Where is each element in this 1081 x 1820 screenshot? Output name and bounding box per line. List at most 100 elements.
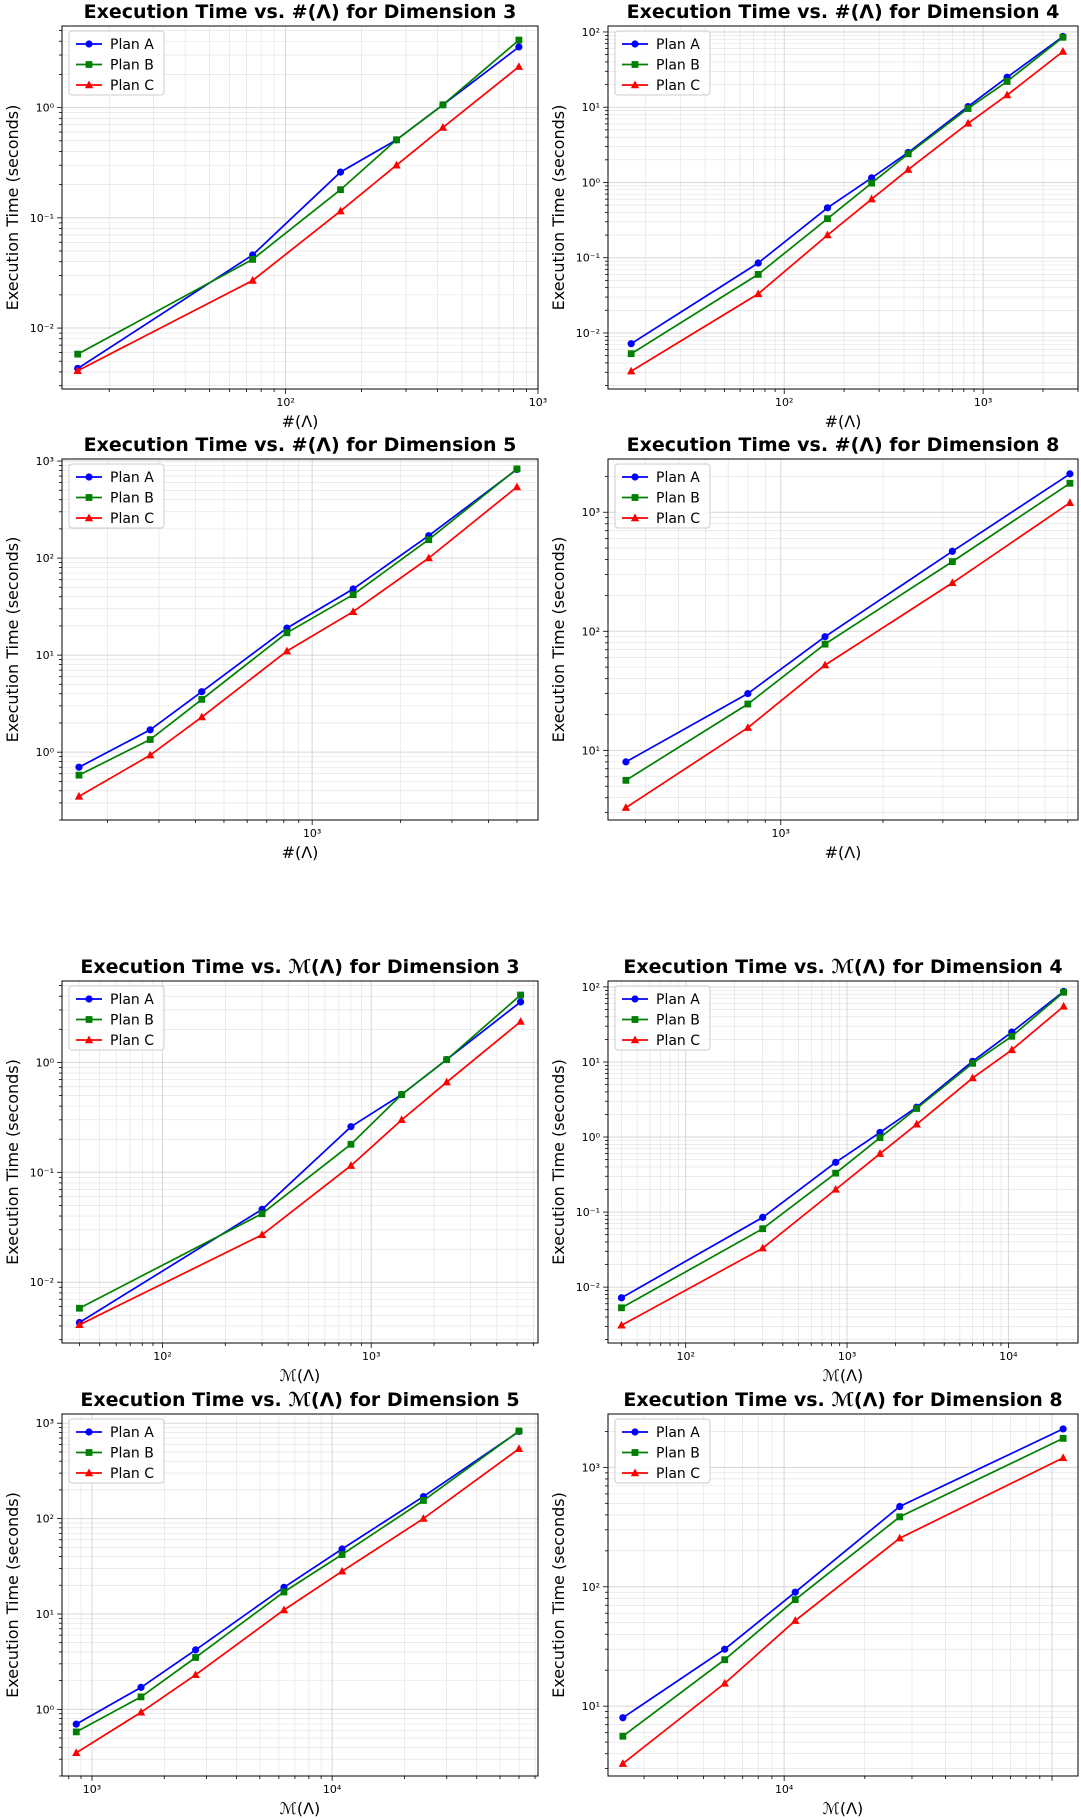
data-point (875, 1149, 885, 1157)
x-tick-label: 10² (775, 396, 793, 409)
legend-label: Plan C (656, 78, 700, 94)
data-point (627, 350, 635, 358)
data-point (621, 803, 631, 811)
legend-label: Plan B (656, 491, 700, 507)
series-line (630, 36, 1064, 355)
legend-item: Plan A (622, 470, 700, 486)
data-point (514, 62, 524, 70)
y-tick-label: 10¹ (582, 1700, 600, 1713)
data-point (948, 547, 956, 555)
legend-item: Plan B (76, 1446, 154, 1462)
legend: Plan A Plan B Plan C (614, 1418, 711, 1484)
legend-box (614, 985, 711, 1051)
x-tick-label: 10³ (362, 1350, 380, 1363)
chart-panel-3: 10³ 10⁰ 10¹ 10² 10³ Execution Time vs. #(Λ) f… (3, 434, 539, 862)
series-plan-b (76, 991, 525, 1312)
data-point (721, 1645, 729, 1653)
data-point (283, 629, 291, 637)
y-tick-label: 10⁻² (576, 327, 600, 340)
legend-label: Plan A (656, 992, 700, 1008)
series-line (79, 1020, 522, 1326)
data-point (349, 591, 357, 599)
data-point (347, 1123, 355, 1131)
legend-label: Plan C (110, 1033, 154, 1049)
data-point (823, 230, 832, 239)
chart-panel-6: 10² 10³ 10⁴ 10⁻² 10⁻¹ 10⁰ 10¹ 10² Execution Time… (549, 956, 1079, 1385)
legend: Plan A Plan B Plan C (614, 985, 711, 1051)
y-tick-label: 10³ (582, 506, 600, 519)
chart-panel-8: 10⁴ 10¹ 10² 10³ Execution Time vs. ℳ(Λ) for … (549, 1389, 1079, 1818)
legend-box (68, 463, 165, 529)
grid-lines (62, 459, 538, 820)
data-point (347, 1140, 355, 1148)
data-point (1059, 1001, 1068, 1010)
legend-item: Plan A (622, 37, 700, 53)
axis-ticks (603, 1431, 1053, 1781)
data-point (439, 101, 447, 109)
y-axis-label: Execution Time (seconds) (549, 1492, 568, 1698)
legend-marker (631, 995, 639, 1003)
y-tick-label: 10¹ (582, 744, 600, 757)
data-point (867, 174, 876, 182)
legend-item: Plan B (622, 1013, 700, 1029)
grid-lines (62, 981, 538, 1343)
legend-label: Plan A (110, 1425, 154, 1441)
data-point (754, 289, 763, 298)
legend-marker (85, 1449, 93, 1456)
series-line (78, 1001, 522, 1324)
series-plan-c (617, 1001, 1068, 1329)
legend: Plan A Plan B Plan C (614, 463, 711, 529)
legend-label: Plan B (110, 1446, 154, 1462)
legend-box (614, 30, 711, 96)
data-point (349, 585, 357, 593)
legend-item: Plan A (76, 470, 154, 486)
legend-item: Plan B (622, 1446, 700, 1462)
legend-item: Plan B (622, 58, 700, 74)
data-point (137, 1693, 145, 1701)
series-plan-b (74, 36, 523, 358)
legend: Plan A Plan B Plan C (68, 30, 165, 96)
data-point (338, 1551, 346, 1558)
legend-item: Plan C (622, 1033, 700, 1049)
series-line (621, 990, 1065, 1299)
legend-marker (630, 80, 640, 89)
legend-item: Plan A (622, 1425, 700, 1441)
chart-panel-1: 10² 10³ 10⁻² 10⁻¹ 10⁰ Execution Time vs. #(Λ)… (3, 1, 547, 431)
y-tick-label: 10³ (36, 1417, 54, 1430)
data-point (963, 118, 973, 127)
data-point (1007, 1045, 1017, 1054)
legend-marker (631, 1016, 639, 1023)
data-point (1059, 1425, 1067, 1433)
data-point (337, 1566, 347, 1575)
data-point (72, 1728, 80, 1736)
y-axis-label: Execution Time (seconds) (549, 1059, 568, 1265)
chart-panel-5: 10² 10³ 10⁻² 10⁻¹ 10⁰ Execution Time vs. ℳ(Λ)… (3, 956, 539, 1385)
data-point (622, 776, 630, 784)
series-line (75, 1448, 520, 1754)
legend-marker (84, 513, 94, 522)
x-axis-label: #(Λ) (282, 412, 319, 431)
series-line (621, 1005, 1065, 1327)
legend-marker (84, 1468, 94, 1477)
legend-item: Plan A (76, 37, 154, 53)
legend-marker (84, 1035, 94, 1044)
chart-panel-7: 10³ 10⁴ 10⁰ 10¹ 10² 10³ Execution Time vs. ℳ(Λ… (3, 1389, 539, 1818)
data-point (626, 366, 636, 375)
data-point (513, 465, 521, 473)
data-point (821, 633, 829, 641)
data-point (512, 482, 522, 491)
data-point (425, 536, 433, 544)
legend-marker (84, 80, 94, 89)
data-point (1066, 479, 1074, 487)
data-point (821, 640, 829, 648)
x-tick-label: 10³ (83, 1783, 101, 1796)
legend-item: Plan C (76, 78, 154, 94)
x-tick-label: 10³ (529, 396, 547, 409)
data-point (145, 750, 155, 759)
data-point (968, 1073, 977, 1082)
data-point (948, 578, 957, 587)
x-tick-label: 10³ (838, 1350, 856, 1363)
axes-frame (61, 458, 539, 821)
data-point (969, 1059, 977, 1067)
